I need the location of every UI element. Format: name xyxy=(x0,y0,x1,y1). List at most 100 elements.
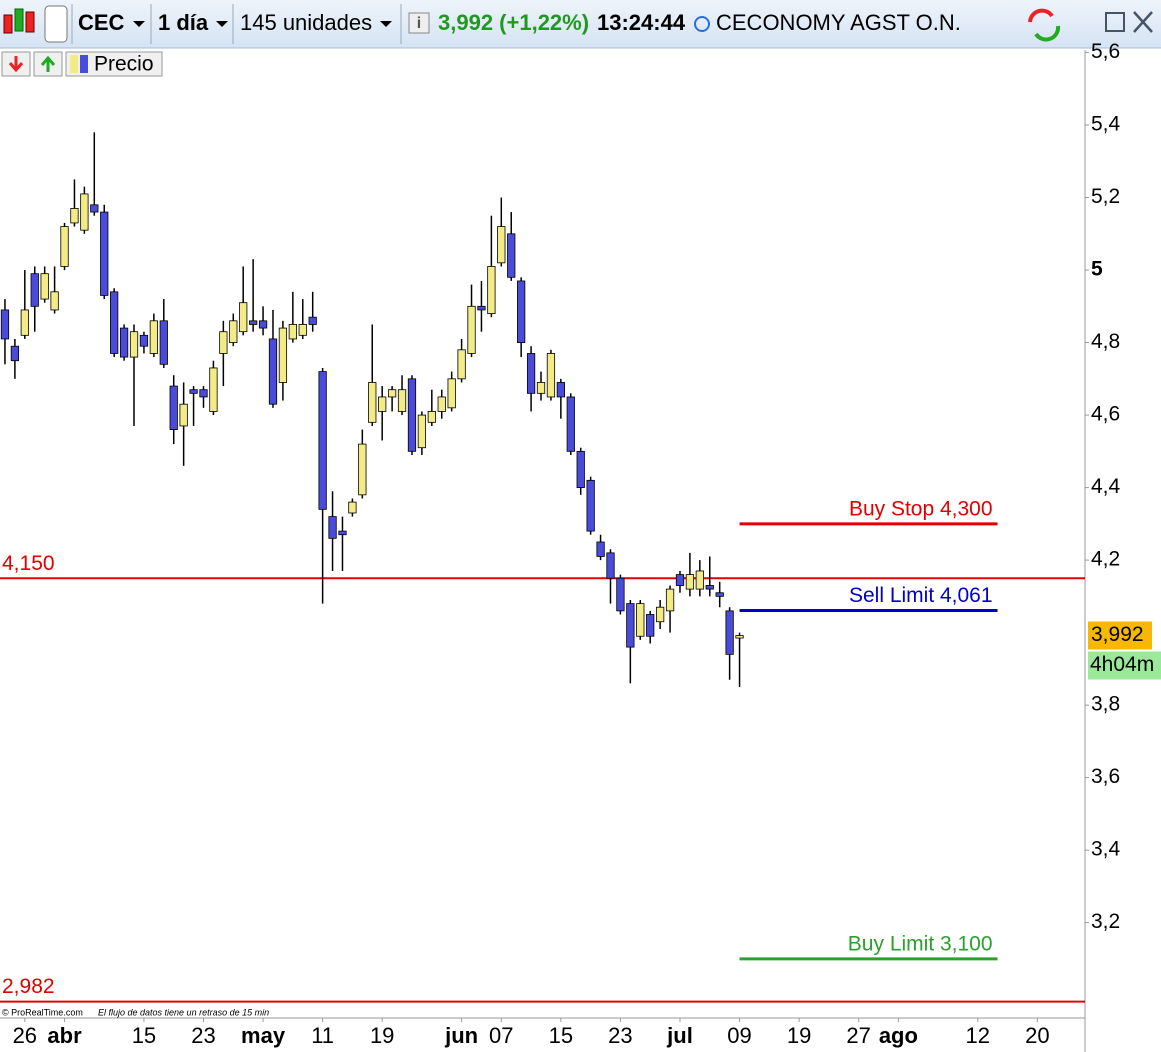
x-tick-label: 11 xyxy=(311,1023,334,1048)
buy-arrow xyxy=(40,55,56,72)
candle-body xyxy=(288,324,297,340)
order-label: Buy Limit 3,100 xyxy=(848,932,993,955)
candle-body xyxy=(70,208,79,224)
period[interactable]: 1 día xyxy=(158,10,209,35)
candle-body xyxy=(576,450,585,488)
candle-body xyxy=(10,345,20,362)
candle-body xyxy=(179,403,188,427)
x-tick-label: 23 xyxy=(191,1023,215,1048)
candle-body xyxy=(268,338,278,405)
candle-body xyxy=(566,396,575,452)
candle-body xyxy=(348,501,357,514)
x-tick-label: 26 xyxy=(13,1023,37,1048)
legend-swatch-down xyxy=(80,55,88,73)
units[interactable]: 145 unidades xyxy=(240,10,372,35)
candle-body xyxy=(239,302,248,333)
link-icon[interactable] xyxy=(44,5,68,43)
y-tick-label: 5,6 xyxy=(1091,40,1120,63)
candle-body xyxy=(457,349,466,380)
x-tick-label: 09 xyxy=(727,1023,751,1048)
candle-body xyxy=(229,320,238,343)
candle-body xyxy=(437,396,446,412)
candle-body xyxy=(30,273,39,307)
x-tick-label: abr xyxy=(47,1023,82,1048)
candle-body xyxy=(656,606,665,623)
y-tick-label: 3,2 xyxy=(1091,910,1120,933)
candle-body xyxy=(636,603,645,637)
candle-body xyxy=(129,331,139,358)
y-tick-label: 5 xyxy=(1091,258,1103,281)
candle-body xyxy=(387,389,397,398)
y-tick-label: 4,6 xyxy=(1091,403,1120,426)
candle-body xyxy=(407,378,417,452)
time: 13:24:44 xyxy=(597,10,686,35)
candle-body xyxy=(417,414,427,449)
x-tick-label: 20 xyxy=(1025,1023,1049,1048)
candle-body xyxy=(616,577,625,612)
source: © ProRealTime.com xyxy=(2,1007,83,1017)
candle-body xyxy=(80,193,89,231)
x-tick-label: jun xyxy=(444,1023,478,1048)
x-tick-label: 07 xyxy=(489,1023,513,1048)
y-tick-label: 5,2 xyxy=(1091,185,1120,208)
candle-body xyxy=(606,552,615,579)
candle-body xyxy=(626,603,635,648)
y-tick-label: 4,8 xyxy=(1091,330,1120,353)
candle-body xyxy=(159,320,168,365)
candle-body xyxy=(467,305,476,354)
x-tick-label: 19 xyxy=(787,1023,811,1048)
last-price-label: 3,992 xyxy=(1091,623,1144,646)
candle-body xyxy=(507,233,516,278)
candle-body xyxy=(517,280,526,343)
y-tick-label: 3,6 xyxy=(1091,765,1120,788)
level-label: 2,982 xyxy=(2,975,55,998)
candle-body xyxy=(40,273,49,300)
candle-body xyxy=(308,316,317,325)
refresh-icon[interactable] xyxy=(1028,8,1061,42)
x-tick-label: 15 xyxy=(549,1023,573,1048)
dropdown[interactable] xyxy=(216,21,228,27)
status-dot xyxy=(694,16,710,32)
candle-body xyxy=(209,367,218,412)
dropdown[interactable] xyxy=(380,21,392,27)
candle-body xyxy=(665,588,675,612)
symbol[interactable]: CEC xyxy=(78,10,125,35)
candle-body xyxy=(695,570,704,590)
candle-body xyxy=(50,291,59,311)
y-tick-label: 4,4 xyxy=(1091,475,1121,498)
candle-body xyxy=(139,334,149,347)
instrument-name: CECONOMY AGST O.N. xyxy=(716,10,961,35)
candle-body xyxy=(328,516,337,539)
candle-body xyxy=(725,610,734,655)
candle-body xyxy=(258,320,268,329)
x-tick-label: 23 xyxy=(608,1023,632,1048)
delay-note: El flujo de datos tiene un retraso de 15… xyxy=(98,1007,269,1017)
info-icon[interactable] xyxy=(408,12,430,34)
candle-body xyxy=(338,530,347,536)
candle-body xyxy=(219,331,228,354)
last-price-tag xyxy=(1088,621,1152,650)
candle-body xyxy=(378,396,387,412)
candle-icon[interactable] xyxy=(3,8,35,34)
candle-body xyxy=(110,291,119,354)
candle-body xyxy=(278,327,288,383)
candle-body xyxy=(646,614,655,637)
countdown: 4h04m xyxy=(1090,653,1154,676)
candle-body xyxy=(596,541,605,557)
candle-body xyxy=(20,309,29,336)
countdown-box xyxy=(1088,651,1161,680)
close-button[interactable] xyxy=(1133,11,1153,33)
candle-body xyxy=(0,309,10,340)
candle-body xyxy=(526,353,536,394)
dropdown[interactable] xyxy=(133,21,145,27)
candle-body xyxy=(477,305,486,311)
candle-body xyxy=(298,324,307,336)
candle-body xyxy=(546,353,556,398)
candle-body xyxy=(119,327,129,358)
legend-label: Precio xyxy=(94,53,154,76)
candle-body xyxy=(60,226,69,267)
x-tick-label: 15 xyxy=(132,1023,156,1048)
candle-body xyxy=(586,479,595,532)
maximize-button[interactable] xyxy=(1105,12,1125,32)
